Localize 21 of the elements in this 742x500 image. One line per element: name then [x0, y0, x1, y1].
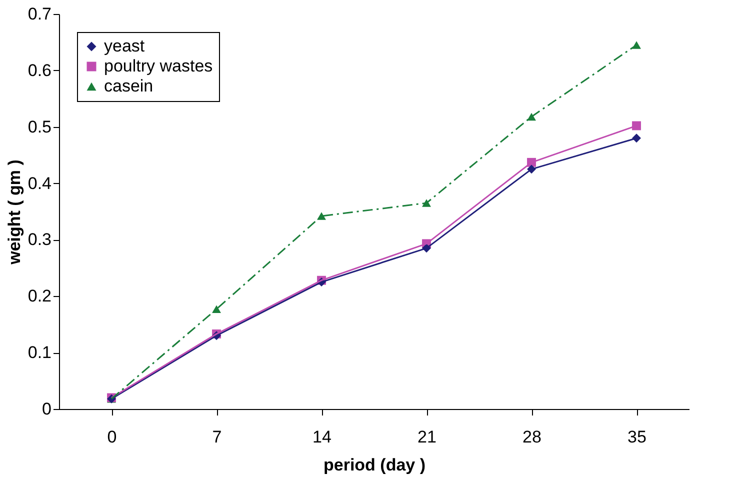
x-axis-title: period (day ) — [323, 456, 426, 474]
y-tick-label: 0.5 — [28, 117, 52, 136]
x-tick-label: 35 — [628, 428, 646, 446]
x-tick-label: 0 — [107, 428, 117, 446]
x-tick-label: 7 — [212, 428, 222, 446]
y-axis-title: weight ( gm ) — [4, 160, 24, 266]
point — [317, 212, 326, 220]
point — [212, 305, 221, 313]
y-tick-label: 0.2 — [28, 286, 52, 306]
x-tick-label: 21 — [418, 428, 436, 446]
legend-label: poultry wastes — [104, 56, 213, 76]
legend-label: yeast — [104, 36, 145, 56]
x-tick-label: 28 — [522, 428, 542, 446]
y-tick-label: 0.3 — [28, 230, 52, 250]
y-tick-label: 0.1 — [28, 343, 52, 362]
y-tick-label: 0.7 — [28, 4, 52, 24]
legend-label: casein — [104, 76, 154, 96]
x-tick-label: 14 — [312, 428, 332, 446]
y-tick-label: 0.6 — [28, 60, 52, 80]
y-tick-label: 0.4 — [28, 174, 52, 193]
y-tick-label: 0 — [42, 400, 52, 418]
